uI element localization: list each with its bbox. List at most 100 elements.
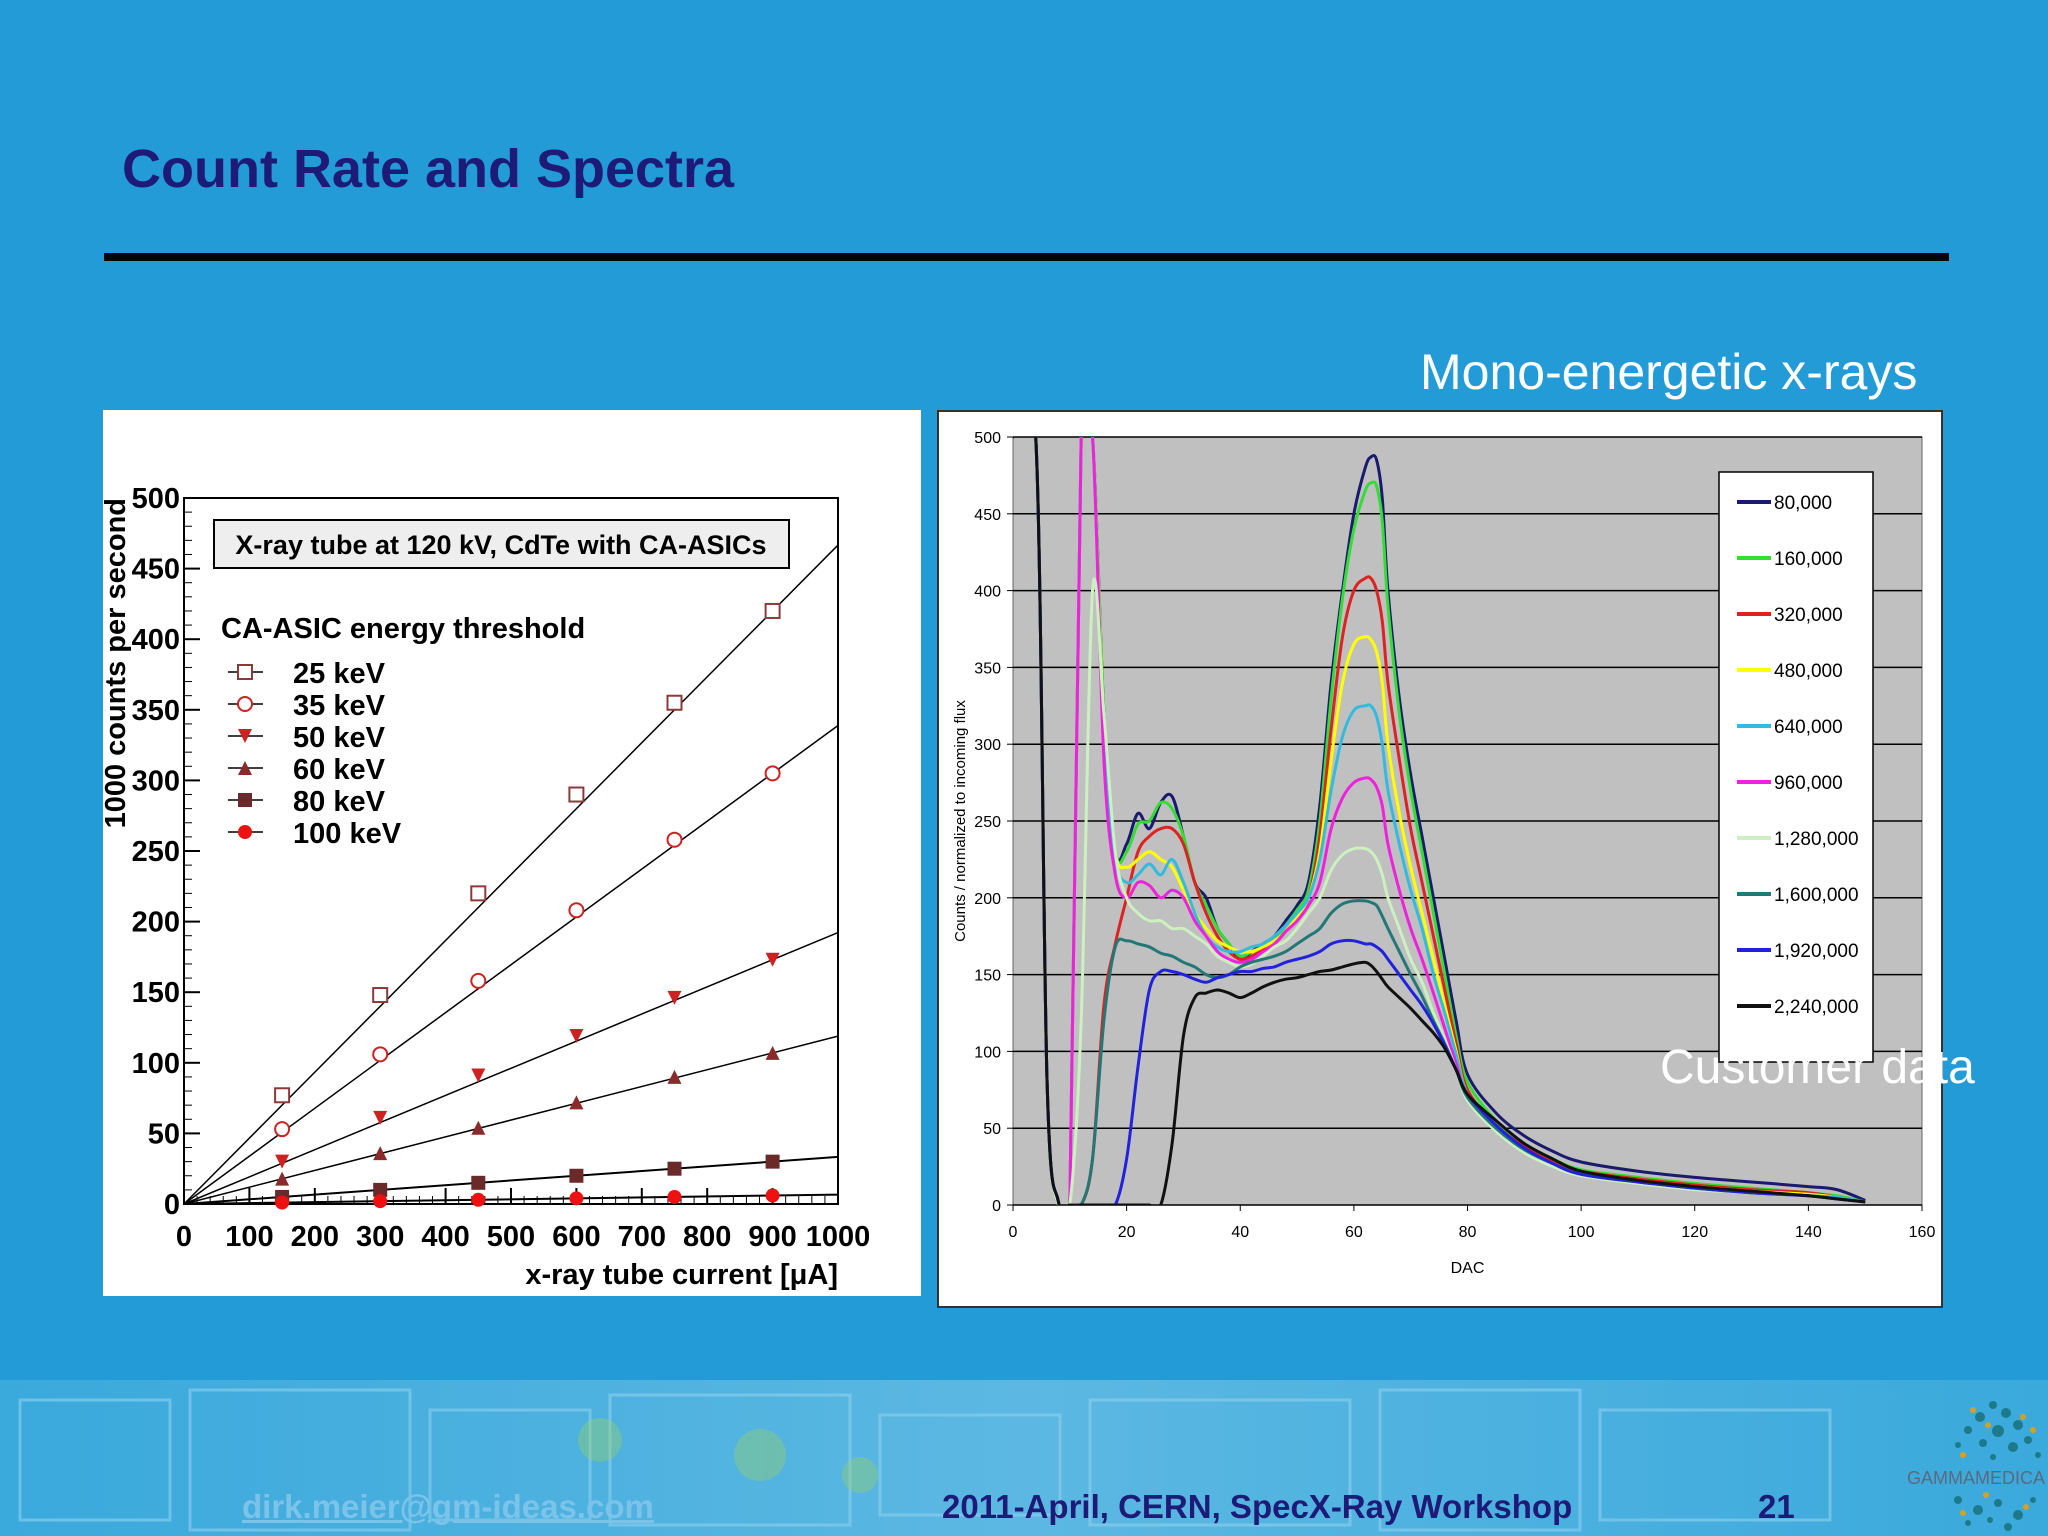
plot-frame xyxy=(183,497,839,1205)
legend-entry: 960,000 xyxy=(1737,773,1843,794)
data-point xyxy=(471,1175,486,1190)
series-60-keV: 60 keV xyxy=(183,754,839,1205)
legend-label: 25 keV xyxy=(293,658,386,690)
data-point xyxy=(569,1095,584,1110)
series-fit-line xyxy=(183,1155,839,1205)
series-50-keV: 50 keV xyxy=(183,722,839,1205)
data-point xyxy=(470,972,487,989)
legend-label: 1,920,000 xyxy=(1774,941,1859,962)
count-rate-chart-panel: 0 100 200 300 400 500 600 700 800 900 1000 0 50 100 15… xyxy=(103,410,921,1296)
data-point xyxy=(765,1188,780,1203)
x-tick-label: 300 xyxy=(356,1221,404,1253)
series-line-2240000 xyxy=(1013,437,1866,1205)
slide-title: Count Rate and Spectra xyxy=(122,139,735,199)
legend-marker xyxy=(238,761,252,775)
legend-label: 320,000 xyxy=(1774,605,1843,626)
author-email-link[interactable]: dirk.meier@gm-ideas.com xyxy=(242,1488,654,1525)
y-tick-label: 100 xyxy=(974,1044,1001,1061)
x-tick-label: 120 xyxy=(1681,1224,1708,1241)
legend-marker xyxy=(237,664,253,680)
series-fit-line xyxy=(183,1193,839,1205)
data-point xyxy=(569,1191,584,1206)
series-100-keV: 100 keV xyxy=(183,818,839,1210)
data-point xyxy=(471,1120,486,1135)
x-tick-label: 80 xyxy=(1459,1224,1477,1241)
legend-label: 480,000 xyxy=(1774,661,1843,682)
data-point xyxy=(569,1028,584,1043)
x-tick-label: 60 xyxy=(1345,1224,1363,1241)
x-tick-label: 700 xyxy=(618,1221,666,1253)
legend-entry: 80,000 xyxy=(1737,493,1832,514)
x-tick-label: 500 xyxy=(487,1221,535,1253)
legend-marker xyxy=(238,729,252,743)
x-tick-label: 0 xyxy=(176,1221,192,1253)
legend-label: 1,600,000 xyxy=(1774,885,1859,906)
legend-label: 50 keV xyxy=(293,722,386,754)
data-point xyxy=(372,987,389,1004)
legend-label: 35 keV xyxy=(293,690,386,722)
y-tick-label: 450 xyxy=(974,507,1001,524)
legend-label: 960,000 xyxy=(1774,773,1843,794)
data-point xyxy=(373,1110,388,1125)
legend-label: 80,000 xyxy=(1774,493,1832,514)
x-tick-label: 800 xyxy=(683,1221,731,1253)
x-tick-label: 40 xyxy=(1231,1224,1249,1241)
data-point xyxy=(765,1154,780,1169)
data-point xyxy=(568,786,585,803)
footer-band xyxy=(0,1380,2048,1536)
data-point xyxy=(275,1195,290,1210)
legend-label: 100 keV xyxy=(293,818,402,850)
legend-label: 640,000 xyxy=(1774,717,1843,738)
x-tick-label: 0 xyxy=(1009,1224,1018,1241)
x-tick-label: 400 xyxy=(421,1221,469,1253)
x-tick-label: 100 xyxy=(225,1221,273,1253)
y-tick-label: 150 xyxy=(132,977,180,1009)
legend-marker xyxy=(238,825,252,839)
y-tick-label: 0 xyxy=(164,1189,180,1221)
series-line-1600000 xyxy=(1013,437,1866,1205)
x-tick-label: 1000 xyxy=(806,1221,871,1253)
data-point xyxy=(667,1161,682,1176)
y-tick-label: 500 xyxy=(974,430,1001,447)
legend-title: CA-ASIC energy threshold xyxy=(221,613,585,645)
caption-customer-data: Customer data xyxy=(1660,1041,1975,1094)
legend-marker xyxy=(238,793,252,807)
y-tick-label: 300 xyxy=(974,737,1001,754)
footer-texture xyxy=(0,1380,2048,1536)
count-rate-chart: 0 100 200 300 400 500 600 700 800 900 1000 0 50 100 15… xyxy=(103,483,871,1291)
series-25-keV: 25 keV xyxy=(183,544,839,1205)
y-tick-label: 400 xyxy=(132,624,180,656)
x-tick-label: 900 xyxy=(748,1221,796,1253)
y-tick-label: 500 xyxy=(132,483,180,515)
legend-entry: 1,920,000 xyxy=(1737,941,1859,962)
y-tick-label: 200 xyxy=(132,907,180,939)
title-divider xyxy=(104,253,1949,261)
data-point xyxy=(275,1154,290,1169)
data-point xyxy=(471,1068,486,1083)
y-tick-label: 250 xyxy=(132,836,180,868)
y-tick-label: 50 xyxy=(983,1121,1001,1138)
data-point xyxy=(373,1194,388,1209)
series-fit-line xyxy=(183,1035,839,1205)
spectra-lines xyxy=(1013,437,1866,1205)
data-point xyxy=(764,765,781,782)
x-tick-label: 600 xyxy=(552,1221,600,1253)
data-point xyxy=(372,1046,389,1063)
gammamedica-logo: GAMMAMEDICA xyxy=(1907,1401,2045,1531)
y-tick-label: 0 xyxy=(992,1198,1001,1215)
data-point xyxy=(568,902,585,919)
legend-entry: 640,000 xyxy=(1737,717,1843,738)
data-point xyxy=(274,1121,291,1138)
y-tick-label: 250 xyxy=(974,814,1001,831)
data-point xyxy=(274,1087,291,1104)
data-point xyxy=(470,885,487,902)
series-35-keV: 35 keV xyxy=(183,690,839,1205)
x-tick-label: 20 xyxy=(1118,1224,1136,1241)
y-axis-label: Counts / normalized to incoming flux xyxy=(952,700,969,942)
data-point xyxy=(373,1146,388,1161)
data-point xyxy=(569,1168,584,1183)
legend-marker xyxy=(237,696,253,712)
x-tick-label: 160 xyxy=(1909,1224,1936,1241)
legend-entry: 1,280,000 xyxy=(1737,829,1859,850)
series-fit-line xyxy=(183,931,839,1205)
